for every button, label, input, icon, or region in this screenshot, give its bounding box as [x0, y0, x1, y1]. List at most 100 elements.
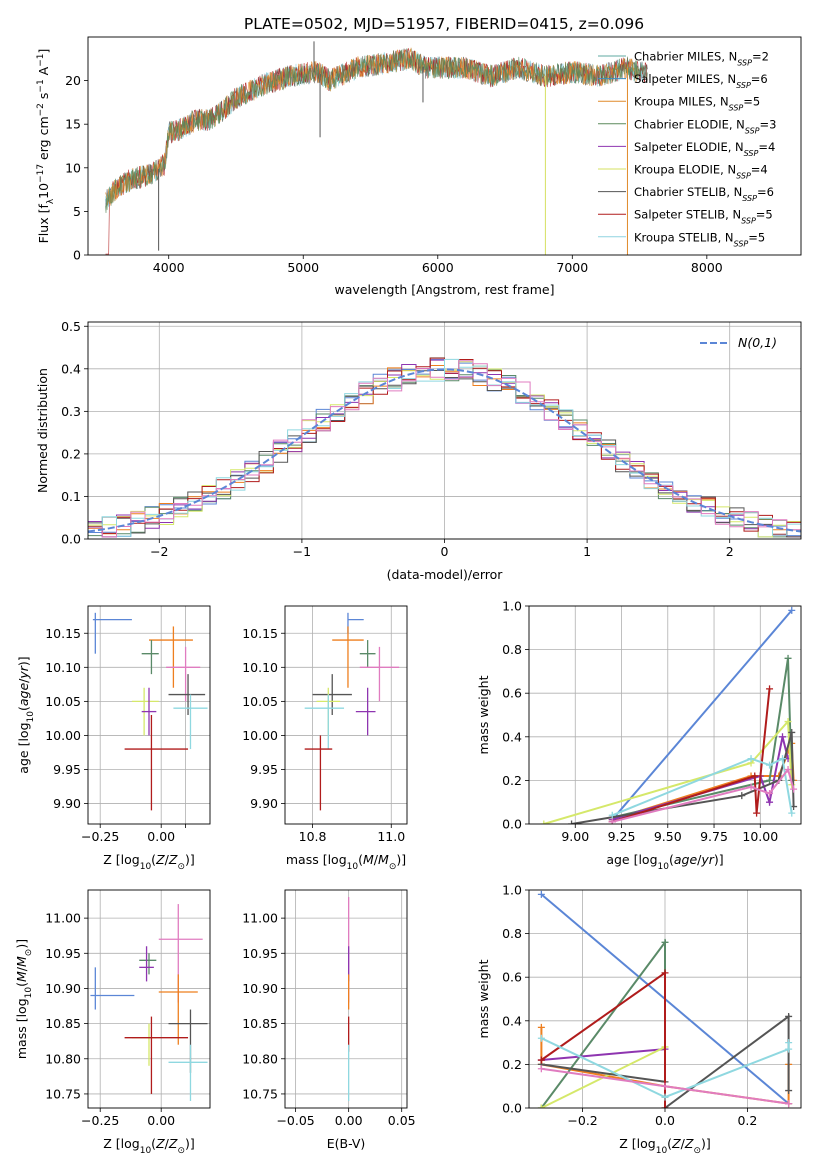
- axes-frame: [87, 605, 211, 825]
- axes-weight-vs-Z: −0.2 0.0 0.2 0.0 0.2 0.4 0.6 0.8 1.0 mass weight Z…: [476, 883, 802, 1156]
- series-marker: [785, 1100, 793, 1108]
- x-tick-label: 0.2: [737, 1113, 757, 1128]
- x-tick-label: 2: [726, 544, 734, 559]
- series-marker: [766, 776, 774, 784]
- series-marker: [537, 1034, 545, 1042]
- y-tick-label: 10.90: [242, 981, 278, 996]
- series-marker: [790, 785, 798, 793]
- x-tick-label: 0: [441, 544, 449, 559]
- axes-weight-vs-age: 9.00 9.25 9.50 9.75 10.00 0.0 0.2 0.4 0.6 0.8 1.0 m…: [476, 599, 802, 872]
- series-lines: [537, 890, 793, 1108]
- axes-frame: [284, 889, 408, 1109]
- legend-label: Chabrier MILES, NSSP=2: [634, 50, 769, 68]
- y-tick-label: 0.0: [61, 532, 81, 547]
- x-tick-label: 9.75: [700, 829, 728, 844]
- figure-title: PLATE=0502, MJD=51957, FIBERID=0415, z=0…: [244, 15, 644, 33]
- axis-label: age [log10(age/yr)]: [606, 852, 723, 872]
- series-line: [543, 719, 793, 824]
- y-tick-label: 10.90: [45, 981, 81, 996]
- y-tick-label: 0.3: [61, 404, 81, 419]
- y-tick-label: 10.05: [45, 694, 81, 709]
- y-tick-label: 10.15: [45, 626, 81, 641]
- series-marker: [537, 1023, 545, 1031]
- y-tick-label: 1.0: [502, 883, 522, 898]
- y-tick-label: 0.4: [61, 361, 81, 376]
- series-line: [611, 609, 793, 821]
- y-tick-label: 1.0: [502, 599, 522, 614]
- series-marker: [766, 789, 774, 797]
- x-tick-label: 0.0: [655, 1113, 675, 1128]
- axes-frame: [528, 605, 802, 825]
- y-tick-label: 10.75: [45, 1086, 81, 1101]
- axes-frame: [284, 605, 408, 825]
- y-tick-label: 0.2: [502, 1057, 522, 1072]
- axes-residuals: −2 −1 0 1 2 0.0 0.1 0.2 0.3 0.4 0.5 N(0,1) (data-mod…: [35, 319, 802, 582]
- series-marker: [784, 718, 792, 726]
- y-tick-label: 9.95: [53, 762, 81, 777]
- series-marker: [784, 654, 792, 662]
- y-tick-label: 0.6: [502, 686, 522, 701]
- x-tick-label: 9.00: [561, 829, 589, 844]
- series-line: [541, 1048, 666, 1061]
- legend-label: Kroupa ELODIE, NSSP=4: [634, 163, 768, 181]
- y-tick-label: 0.0: [502, 1101, 522, 1116]
- y-tick-label: 11.00: [45, 911, 81, 926]
- points: [90, 904, 208, 1101]
- x-axis-label: E(B-V): [327, 1136, 366, 1151]
- y-tick-label: 0.2: [502, 773, 522, 788]
- series-marker: [608, 811, 616, 819]
- series-marker: [766, 761, 774, 769]
- y-axis-label-group: Flux [fλ10−17 erg cm−2 s−1 A−1]: [36, 49, 56, 244]
- points: [304, 612, 400, 811]
- gaussian-curve: [88, 368, 801, 533]
- series-marker: [788, 728, 796, 736]
- legend-label: Chabrier STELIB, NSSP=6: [634, 185, 774, 203]
- y-tick-label: 0.8: [502, 926, 522, 941]
- series-marker: [785, 1012, 793, 1020]
- points: [92, 612, 208, 811]
- y-tick-label: 10: [65, 160, 81, 175]
- series-marker: [661, 1082, 669, 1090]
- y-tick-label: 0.4: [502, 729, 522, 744]
- series-marker: [753, 809, 761, 817]
- y-tick-label: 9.90: [53, 796, 81, 811]
- x-tick-label: 10.8: [299, 829, 327, 844]
- y-tick-label: 10.80: [242, 1051, 278, 1066]
- y-tick-label: 5: [73, 204, 81, 219]
- y-tick-label: 9.95: [250, 762, 278, 777]
- axis-label: mass [log10(M/M⊙)]: [286, 852, 406, 872]
- series-marker: [778, 755, 786, 763]
- y-tick-label: 10.10: [242, 660, 278, 675]
- series-line: [612, 658, 793, 819]
- series-lines: [540, 606, 798, 824]
- series-marker: [785, 1045, 793, 1053]
- series-marker: [537, 890, 545, 898]
- y-tick-label: 0.4: [502, 1013, 522, 1028]
- axes-mass-vs-Z: −0.25 0.00 10.75 10.80 10.85 10.90 10.95 11.00 Z…: [14, 889, 211, 1156]
- x-tick-label: −2: [150, 544, 168, 559]
- y-tick-label: 10.05: [242, 694, 278, 709]
- series-marker: [751, 772, 759, 780]
- axes-age-vs-Z: −0.25 0.00 9.90 9.95 10.00 10.05 10.10 10.15 Z […: [16, 605, 211, 872]
- y-axis-label: Normed distribution: [35, 368, 50, 493]
- spectrum-line: [105, 48, 648, 214]
- series-marker: [785, 1039, 793, 1047]
- spectrum-lines: [105, 41, 648, 255]
- x-axis-label: wavelength [Angstrom, rest frame]: [334, 282, 554, 297]
- series-marker: [785, 1087, 793, 1095]
- y-tick-label: 10.95: [242, 946, 278, 961]
- y-tick-label: 10.85: [242, 1016, 278, 1031]
- series-marker: [537, 1104, 545, 1108]
- axes-frame: [87, 889, 211, 1109]
- axes-spectrum: 4000 5000 6000 7000 8000 0 5 10 15 20 wavelength […: [36, 36, 802, 297]
- x-tick-label: −0.2: [567, 1113, 597, 1128]
- series-marker: [784, 766, 792, 773]
- x-tick-label: 6000: [422, 260, 454, 275]
- x-axis-label: (data-model)/error: [387, 567, 504, 582]
- x-tick-label: 0.00: [147, 1113, 175, 1128]
- y-tick-label: 10.75: [242, 1086, 278, 1101]
- series-marker: [778, 733, 786, 741]
